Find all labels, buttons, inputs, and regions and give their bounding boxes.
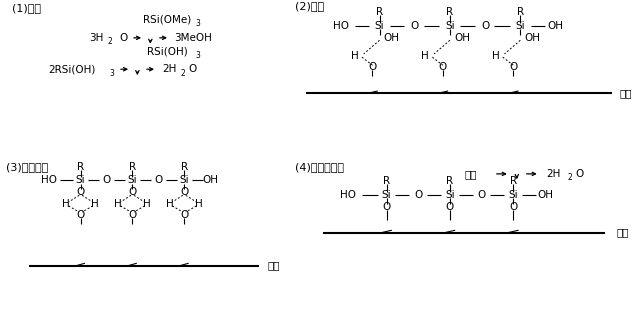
- Text: H: H: [114, 199, 122, 209]
- Text: 加热: 加热: [465, 169, 477, 179]
- Text: O: O: [154, 175, 163, 185]
- Text: O: O: [180, 210, 188, 220]
- Text: O: O: [129, 187, 136, 197]
- Text: 2: 2: [181, 69, 186, 78]
- Text: O: O: [509, 202, 517, 212]
- Text: 3: 3: [195, 19, 200, 28]
- Text: O: O: [120, 33, 128, 43]
- Text: H: H: [62, 199, 70, 209]
- Text: 2: 2: [568, 174, 573, 182]
- Text: OH: OH: [384, 33, 400, 43]
- Text: O: O: [383, 202, 390, 212]
- Text: (1)水解: (1)水解: [12, 3, 40, 13]
- Text: Si: Si: [445, 21, 455, 31]
- Text: R: R: [376, 7, 383, 17]
- Text: O: O: [129, 210, 136, 220]
- Text: 基材: 基材: [620, 88, 632, 99]
- Text: 3: 3: [109, 69, 115, 78]
- Text: 2H: 2H: [547, 169, 561, 179]
- Text: Si: Si: [445, 190, 455, 200]
- Text: Si: Si: [179, 175, 189, 185]
- Text: R: R: [509, 176, 517, 186]
- Text: R: R: [516, 7, 524, 17]
- Text: R: R: [446, 7, 454, 17]
- Text: H: H: [166, 199, 174, 209]
- Text: O: O: [439, 62, 447, 72]
- Text: OH: OH: [202, 175, 218, 185]
- Text: Si: Si: [374, 21, 385, 31]
- Text: O: O: [369, 62, 376, 72]
- Text: O: O: [477, 190, 486, 200]
- Text: H: H: [91, 199, 99, 209]
- Text: Si: Si: [515, 21, 525, 31]
- Text: O: O: [77, 187, 84, 197]
- Text: O: O: [77, 210, 84, 220]
- Text: R: R: [180, 162, 188, 172]
- Text: O: O: [481, 21, 489, 31]
- Text: H: H: [421, 51, 429, 61]
- Text: 2RSi(OH): 2RSi(OH): [48, 64, 96, 74]
- Text: 基材: 基材: [268, 260, 280, 271]
- Text: H: H: [492, 51, 500, 61]
- Text: OH: OH: [548, 21, 564, 31]
- Text: OH: OH: [525, 33, 541, 43]
- Text: Si: Si: [127, 175, 138, 185]
- Text: (2)缩合: (2)缩合: [295, 1, 324, 12]
- Text: O: O: [411, 21, 419, 31]
- Text: R: R: [129, 162, 136, 172]
- Text: O: O: [509, 62, 517, 72]
- Text: R: R: [446, 176, 454, 186]
- Text: HO: HO: [333, 21, 349, 31]
- Text: O: O: [180, 187, 188, 197]
- Text: H: H: [195, 199, 203, 209]
- Text: (3)形成氢键: (3)形成氢键: [6, 162, 48, 173]
- Text: 基材: 基材: [616, 228, 628, 238]
- Text: H: H: [351, 51, 359, 61]
- Text: R: R: [77, 162, 84, 172]
- Text: O: O: [446, 202, 454, 212]
- Text: O: O: [102, 175, 111, 185]
- Text: 3H: 3H: [90, 33, 104, 43]
- Text: OH: OH: [454, 33, 470, 43]
- Text: Si: Si: [508, 190, 518, 200]
- Text: RSi(OH): RSi(OH): [147, 46, 188, 57]
- Text: R: R: [383, 176, 390, 186]
- Text: RSi(OMe): RSi(OMe): [143, 14, 191, 24]
- Text: 3: 3: [195, 51, 200, 60]
- Text: Si: Si: [76, 175, 86, 185]
- Text: HO: HO: [41, 175, 57, 185]
- Text: O: O: [189, 64, 197, 74]
- Text: 3MeOH: 3MeOH: [174, 33, 212, 43]
- Text: 2: 2: [108, 37, 113, 46]
- Text: 2H: 2H: [163, 64, 177, 74]
- Text: Si: Si: [381, 190, 392, 200]
- Text: O: O: [414, 190, 422, 200]
- Text: (4)形成共价键: (4)形成共价键: [295, 162, 344, 173]
- Text: O: O: [575, 169, 583, 179]
- Text: HO: HO: [340, 190, 356, 200]
- Text: H: H: [143, 199, 151, 209]
- Text: OH: OH: [537, 190, 553, 200]
